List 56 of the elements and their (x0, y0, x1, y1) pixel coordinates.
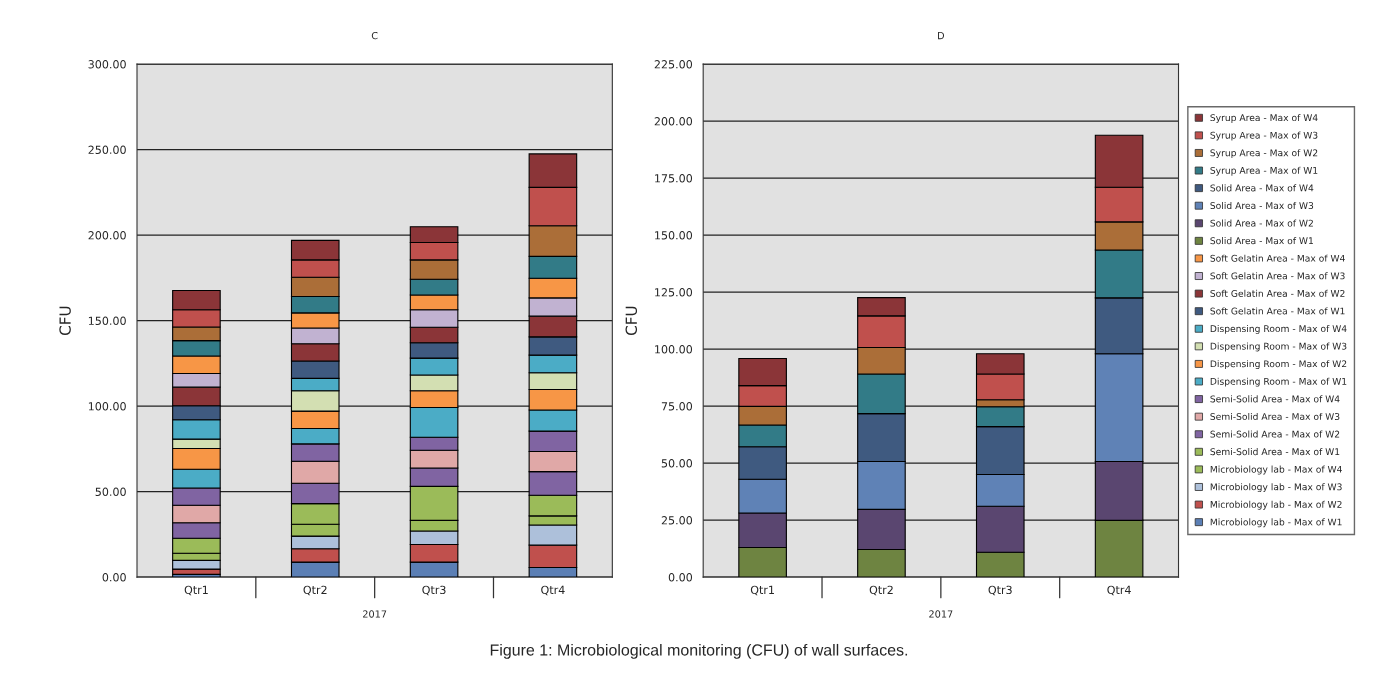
x-tick-label: Qtr3 (422, 585, 446, 596)
y-tick-label: 75.00 (661, 402, 693, 411)
x-tick-label: Qtr2 (869, 585, 893, 596)
x-tick-label: Qtr2 (303, 585, 327, 596)
legend-label: Solid Area - Max of W2 (1210, 219, 1313, 227)
y-tick-label: 100.00 (655, 345, 693, 354)
legend-label: Syrup Area - Max of W1 (1210, 166, 1318, 176)
legend-label: Dispensing Room - Max of W4 (1210, 324, 1347, 334)
legend-label: Semi-Solid Area - Max of W4 (1210, 395, 1340, 403)
legend-label: Semi-Solid Area - Max of W3 (1210, 412, 1340, 420)
y-tick-label: 125.00 (655, 288, 693, 297)
legend-label: Syrup Area - Max of W4 (1210, 114, 1318, 123)
x-tick-label: Qtr4 (541, 585, 565, 596)
y-tick-label: 100.00 (88, 402, 126, 411)
legend-label: Soft Gelatin Area - Max of W4 (1210, 254, 1345, 262)
legend-label: Soft Gelatin Area - Max of W1 (1210, 307, 1345, 315)
legend-label: Solid Area - Max of W3 (1210, 201, 1314, 210)
y-tick-label: 150.00 (88, 316, 126, 325)
legend-label: Microbiology lab - Max of W2 (1210, 500, 1342, 510)
legend-label: Soft Gelatin Area - Max of W3 (1210, 272, 1345, 280)
y-tick-label: 225.00 (654, 60, 693, 69)
y-axis-title: CFU (59, 306, 71, 336)
y-tick-label: 150.00 (655, 231, 693, 240)
x-tick-label: Qtr1 (184, 585, 208, 596)
x-axis-title: 2017 (929, 610, 953, 618)
legend-label: Microbiology lab - Max of W3 (1210, 483, 1342, 493)
x-tick-label: Qtr3 (988, 585, 1012, 596)
legend-label: Dispensing Room - Max of W3 (1210, 342, 1347, 352)
x-axis-title: 2017 (363, 610, 387, 618)
legend-label: Syrup Area - Max of W2 (1210, 149, 1318, 159)
legend-label: Dispensing Room - Max of W2 (1210, 360, 1347, 370)
legend-label: Microbiology lab - Max of W1 (1210, 518, 1342, 528)
legend-label: Syrup Area - Max of W3 (1210, 131, 1318, 141)
y-tick-label: 25.00 (661, 516, 693, 525)
legend-label: Dispensing Room - Max of W1 (1210, 377, 1347, 387)
legend-label: Semi-Solid Area - Max of W1 (1210, 448, 1340, 456)
x-tick-label: Qtr1 (750, 585, 774, 596)
legend-label: Soft Gelatin Area - Max of W2 (1210, 289, 1345, 297)
y-tick-label: 250.00 (88, 145, 126, 154)
y-tick-label: 175.00 (655, 174, 693, 183)
legend-label: Solid Area - Max of W1 (1210, 237, 1313, 245)
legend-label: Microbiology lab - Max of W4 (1210, 465, 1342, 475)
y-tick-label: 0.00 (668, 573, 693, 582)
y-tick-label: 50.00 (661, 459, 693, 468)
y-tick-label: 200.00 (654, 117, 693, 126)
y-tick-label: 0.00 (102, 573, 126, 582)
chart-title: C (371, 31, 378, 40)
legend-label: Solid Area - Max of W4 (1210, 184, 1314, 192)
x-tick-label: Qtr4 (1107, 585, 1131, 596)
y-axis-title: CFU (625, 306, 638, 336)
chart-title: D (938, 32, 945, 40)
caption: Figure 1: Microbiological monitoring (CFU) of wall surfaces. (490, 643, 908, 659)
y-tick-label: 200.00 (88, 231, 126, 240)
y-tick-label: 50.00 (95, 487, 126, 496)
y-tick-label: 300.00 (88, 60, 126, 69)
legend-label: Semi-Solid Area - Max of W2 (1210, 430, 1340, 438)
